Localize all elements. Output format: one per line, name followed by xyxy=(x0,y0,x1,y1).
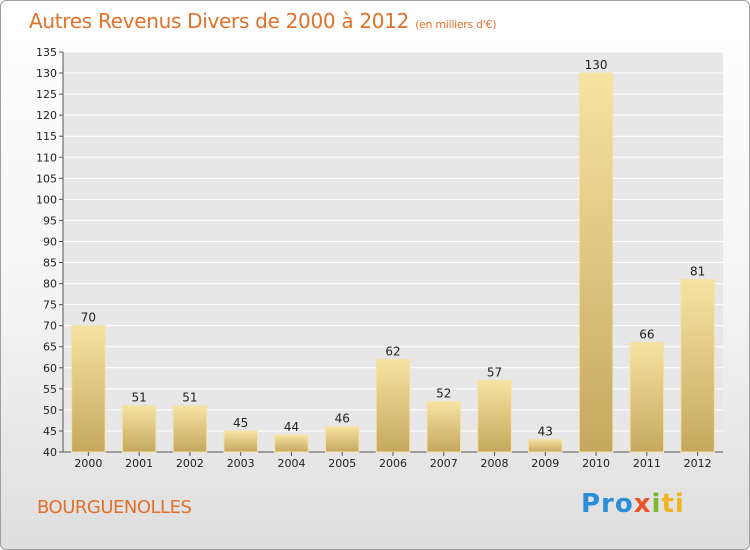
x-tick-label-2000: 2000 xyxy=(74,457,102,470)
y-tick-label: 45 xyxy=(43,425,57,438)
y-tick-label: 70 xyxy=(43,320,57,333)
bar-2000 xyxy=(71,325,106,453)
bar-2004 xyxy=(274,434,309,453)
x-tick-label-2002: 2002 xyxy=(176,457,204,470)
logo-part-1: Pro xyxy=(581,489,634,519)
value-label-2012: 81 xyxy=(690,264,705,278)
x-tick-label-2006: 2006 xyxy=(379,457,407,470)
y-tick-label: 100 xyxy=(36,193,57,206)
proxiti-logo[interactable]: Proxiti xyxy=(581,489,685,519)
y-tick-label: 115 xyxy=(36,130,57,143)
value-label-2000: 70 xyxy=(81,311,96,325)
chart-title-text: Autres Revenus Divers de 2000 à 2012 xyxy=(29,9,410,33)
y-tick-label: 135 xyxy=(36,46,57,59)
logo-part-4: ti xyxy=(661,489,685,519)
y-tick-label: 65 xyxy=(43,341,57,354)
bar-2005 xyxy=(324,426,360,453)
bar-2003 xyxy=(223,430,258,453)
bar-2012 xyxy=(680,278,715,453)
value-label-2009: 43 xyxy=(538,424,553,438)
x-tick-label-2009: 2009 xyxy=(531,457,559,470)
y-tick-label: 110 xyxy=(36,151,57,164)
y-tick-label: 75 xyxy=(43,299,57,312)
x-tick-label-2007: 2007 xyxy=(430,457,458,470)
value-label-2001: 51 xyxy=(132,391,147,405)
bar-2010 xyxy=(578,72,614,453)
x-tick-label-2003: 2003 xyxy=(227,457,255,470)
value-label-2011: 66 xyxy=(639,328,654,342)
value-label-2003: 45 xyxy=(233,416,248,430)
y-tick-label: 105 xyxy=(36,172,57,185)
y-tick-label: 125 xyxy=(36,88,57,101)
value-label-2002: 51 xyxy=(182,391,197,405)
value-label-2007: 52 xyxy=(436,386,451,400)
y-tick-label: 95 xyxy=(43,214,57,227)
bar-2011 xyxy=(629,342,665,453)
x-tick-label-2010: 2010 xyxy=(582,457,610,470)
bar-2006 xyxy=(375,358,411,453)
value-label-2006: 62 xyxy=(385,344,400,358)
x-tick-label-2004: 2004 xyxy=(277,457,305,470)
bar-2007 xyxy=(426,400,462,453)
value-label-2010: 130 xyxy=(585,58,608,72)
x-tick-label-2011: 2011 xyxy=(633,457,661,470)
value-label-2008: 57 xyxy=(487,365,502,379)
x-tick-label-2005: 2005 xyxy=(328,457,356,470)
y-tick-label: 85 xyxy=(43,257,57,270)
x-tick-label-2001: 2001 xyxy=(125,457,153,470)
y-tick-label: 50 xyxy=(43,404,57,417)
commune-name: BOURGUENOLLES xyxy=(37,497,192,518)
y-tick-label: 120 xyxy=(36,109,57,122)
bar-2008 xyxy=(477,379,512,453)
y-tick-label: 90 xyxy=(43,235,57,248)
x-tick-label-2012: 2012 xyxy=(684,457,712,470)
value-label-2005: 46 xyxy=(335,412,350,426)
chart-subtitle: (en milliers d'€) xyxy=(415,18,497,31)
y-tick-label: 60 xyxy=(43,362,57,375)
value-label-2004: 44 xyxy=(284,420,299,434)
x-tick-label-2008: 2008 xyxy=(481,457,509,470)
y-tick-label: 55 xyxy=(43,383,57,396)
y-tick-label: 130 xyxy=(36,67,57,80)
logo-part-2: x xyxy=(633,489,652,519)
logo-part-3: i xyxy=(651,489,662,519)
y-tick-label: 40 xyxy=(43,446,57,459)
bar-2002 xyxy=(172,405,208,453)
bar-2001 xyxy=(121,405,157,453)
y-tick-label: 80 xyxy=(43,278,57,291)
bar-2009 xyxy=(528,438,563,453)
chart-title: Autres Revenus Divers de 2000 à 2012 (en … xyxy=(29,9,497,33)
